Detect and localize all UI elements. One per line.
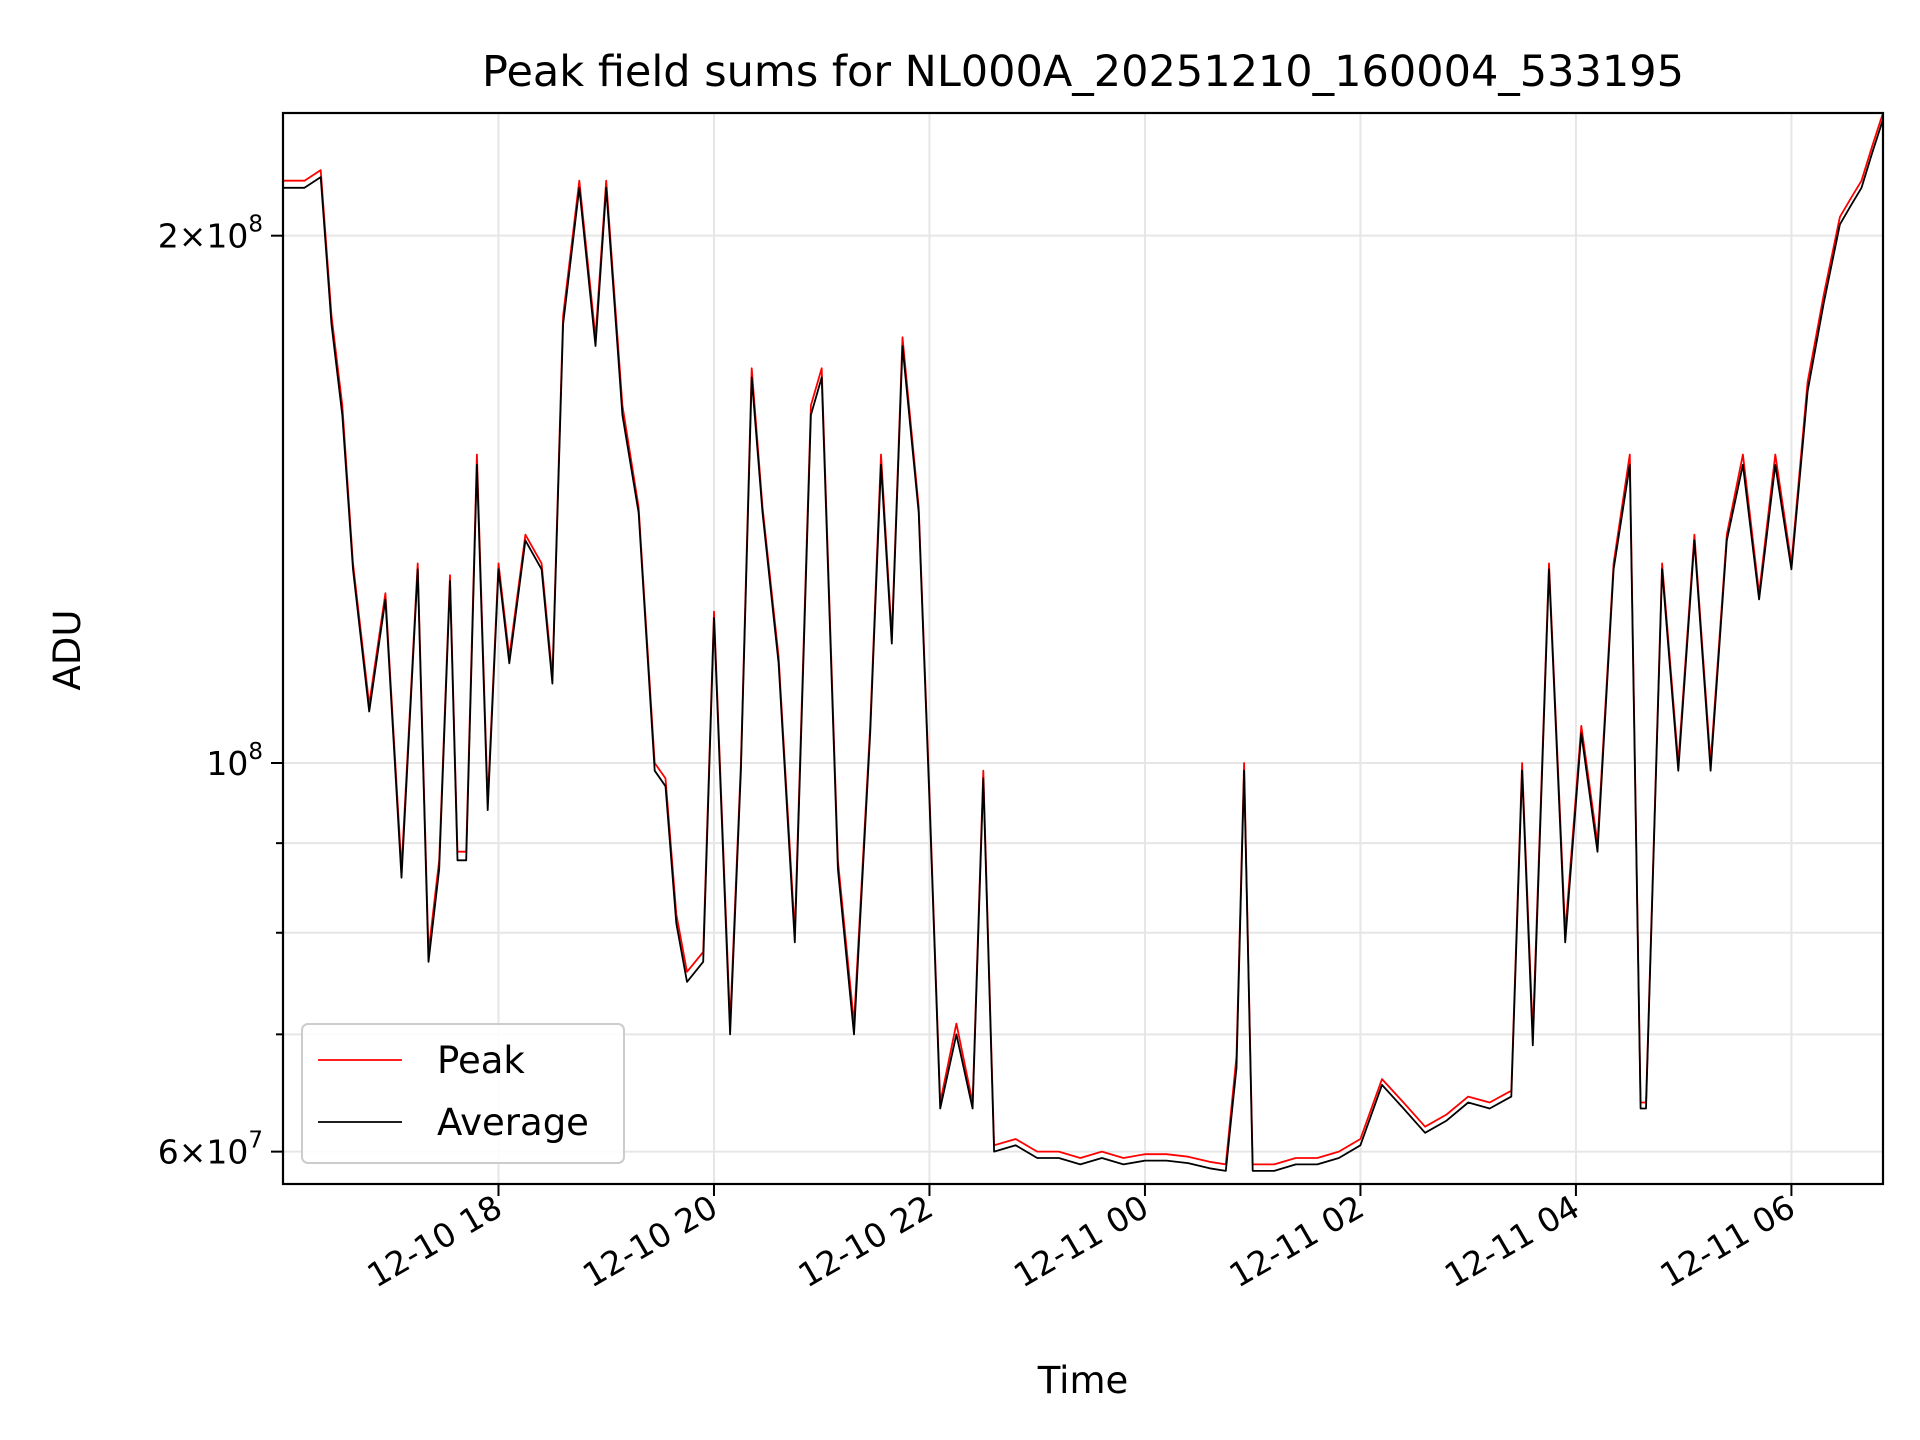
legend: Peak Average xyxy=(301,1023,625,1164)
legend-label-average: Average xyxy=(437,1101,589,1144)
y-axis-label: ADU xyxy=(46,610,89,691)
y-tick-label: 6×107 xyxy=(158,1128,263,1172)
legend-label-peak: Peak xyxy=(437,1039,525,1082)
y-tick-label: 2×108 xyxy=(158,212,263,256)
legend-box xyxy=(301,1023,625,1164)
series-layer xyxy=(283,113,1883,1172)
y-tick-label: 108 xyxy=(206,739,263,783)
plot-frame xyxy=(281,111,1885,1186)
series-line-average xyxy=(283,119,1883,1172)
chart-title: Peak field sums for NL000A_20251210_1600… xyxy=(482,47,1684,97)
x-axis-label: Time xyxy=(1037,1359,1129,1402)
